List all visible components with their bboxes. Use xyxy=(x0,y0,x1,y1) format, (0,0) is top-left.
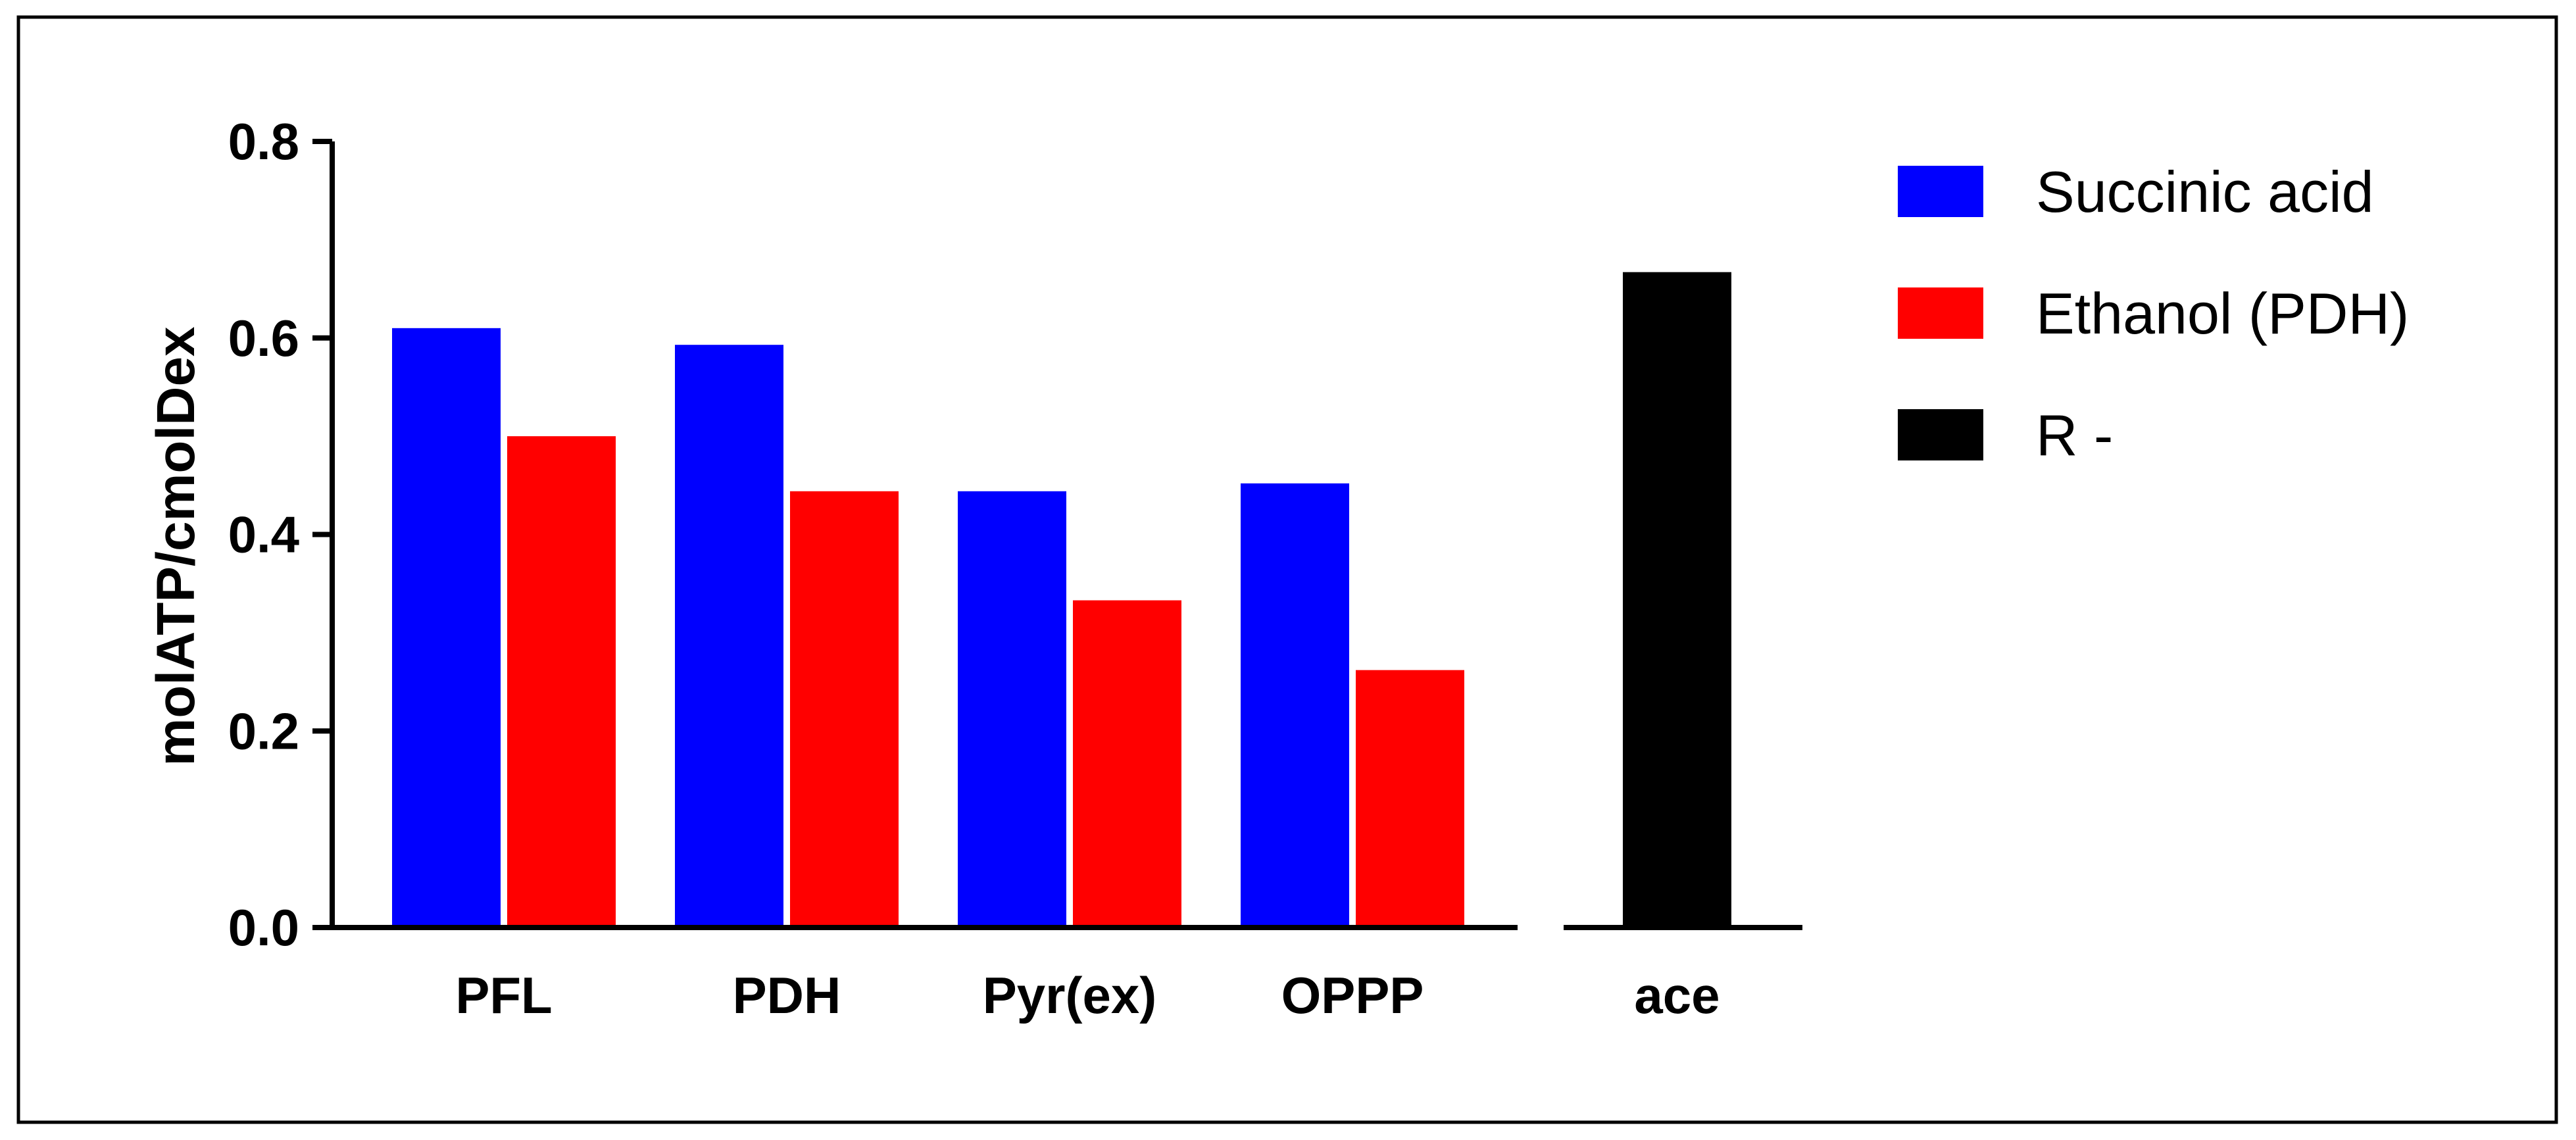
y-tick-label-0-4: 0.4 xyxy=(228,506,299,564)
legend: Succinic acid Ethanol (PDH) R - xyxy=(1898,159,2409,468)
bar-pdh-succinic-acid xyxy=(675,345,783,928)
x-tick-label-pfl: PFL xyxy=(455,966,552,1024)
bar-pfl-ethanol-pdh xyxy=(507,436,616,928)
bar-pdh-ethanol-pdh xyxy=(790,491,899,928)
figure-border xyxy=(16,15,2558,1124)
labels-layer: 0.0 0.2 0.4 0.6 0.8 PFL PDH Pyr(ex) OPPP ace molAT… xyxy=(146,112,1720,1024)
bar-oppp-succinic-acid xyxy=(1241,483,1349,928)
axes-layer xyxy=(312,139,1802,930)
x-tick-label-pyr-ex: Pyr(ex) xyxy=(983,966,1156,1024)
bars-layer xyxy=(392,272,1731,928)
y-tick-label-0-0: 0.0 xyxy=(228,899,299,956)
bar-ace-r xyxy=(1623,272,1731,928)
legend-label-r: R - xyxy=(2036,403,2113,468)
legend-swatch-ethanol-pdh xyxy=(1898,287,1983,339)
y-tick-label-0-6: 0.6 xyxy=(228,309,299,367)
x-tick-label-pdh: PDH xyxy=(733,966,841,1024)
bar-pfl-succinic-acid xyxy=(392,328,501,928)
y-tick-label-0-8: 0.8 xyxy=(228,112,299,170)
legend-swatch-r xyxy=(1898,409,1983,460)
legend-label-ethanol-pdh: Ethanol (PDH) xyxy=(2036,281,2409,346)
x-tick-label-oppp: OPPP xyxy=(1281,966,1424,1024)
bar-pyr-ex-succinic-acid xyxy=(958,491,1066,928)
bar-pyr-ex-ethanol-pdh xyxy=(1073,600,1181,928)
y-axis-title: molATP/cmolDex xyxy=(146,326,206,766)
bar-oppp-ethanol-pdh xyxy=(1356,670,1464,928)
legend-label-succinic-acid: Succinic acid xyxy=(2036,159,2374,224)
y-tick-label-0-2: 0.2 xyxy=(228,702,299,760)
legend-swatch-succinic-acid xyxy=(1898,166,1983,217)
x-tick-label-ace: ace xyxy=(1634,966,1720,1024)
